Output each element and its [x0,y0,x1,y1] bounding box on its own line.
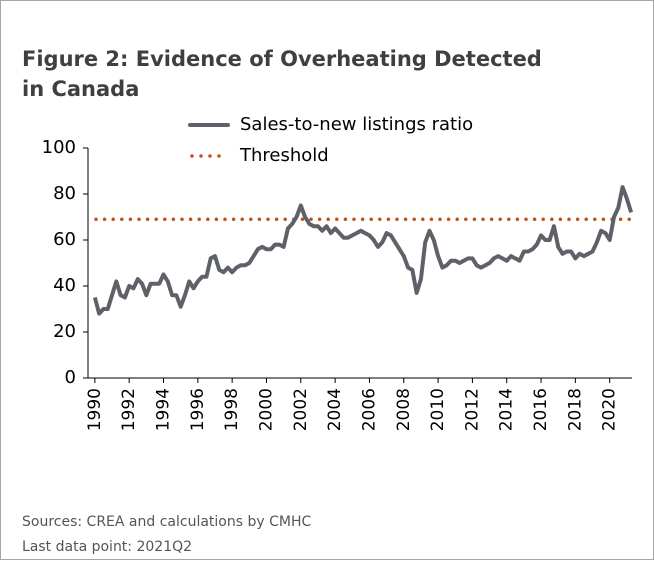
x-tick-label: 2012 [462,388,482,431]
y-tick-label: 60 [53,229,76,250]
x-tick-label: 1996 [188,388,208,431]
source-note: Sources: CREA and calculations by CMHC [22,514,311,530]
legend-label: Sales-to-new listings ratio [240,114,473,135]
y-tick-label: 40 [53,275,76,296]
x-tick-label: 2014 [497,388,517,431]
y-tick-label: 0 [65,367,76,388]
y-tick-label: 80 [53,183,76,204]
x-tick-label: 1990 [85,388,105,431]
x-tick-label: 1998 [222,388,242,431]
x-tick-label: 1994 [154,388,174,431]
chart-title: in Canada [22,77,139,101]
x-tick-label: 2006 [359,388,379,431]
data-line [92,185,634,316]
x-tick-label: 2000 [256,388,276,431]
legend-label: Threshold [239,145,329,166]
y-tick-label: 20 [53,321,76,342]
source-note: Last data point: 2021Q2 [22,539,192,555]
x-tick-label: 1992 [119,388,139,431]
x-tick-label: 2008 [394,388,414,431]
x-tick-label: 2016 [531,388,551,431]
y-tick-label: 100 [42,137,76,158]
x-tick-label: 2010 [428,388,448,431]
x-tick-label: 2004 [325,388,345,431]
chart-title: Figure 2: Evidence of Overheating Detect… [22,47,542,71]
x-tick-label: 2018 [565,388,585,431]
x-tick-label: 2020 [600,388,620,431]
x-tick-label: 2002 [291,388,311,431]
